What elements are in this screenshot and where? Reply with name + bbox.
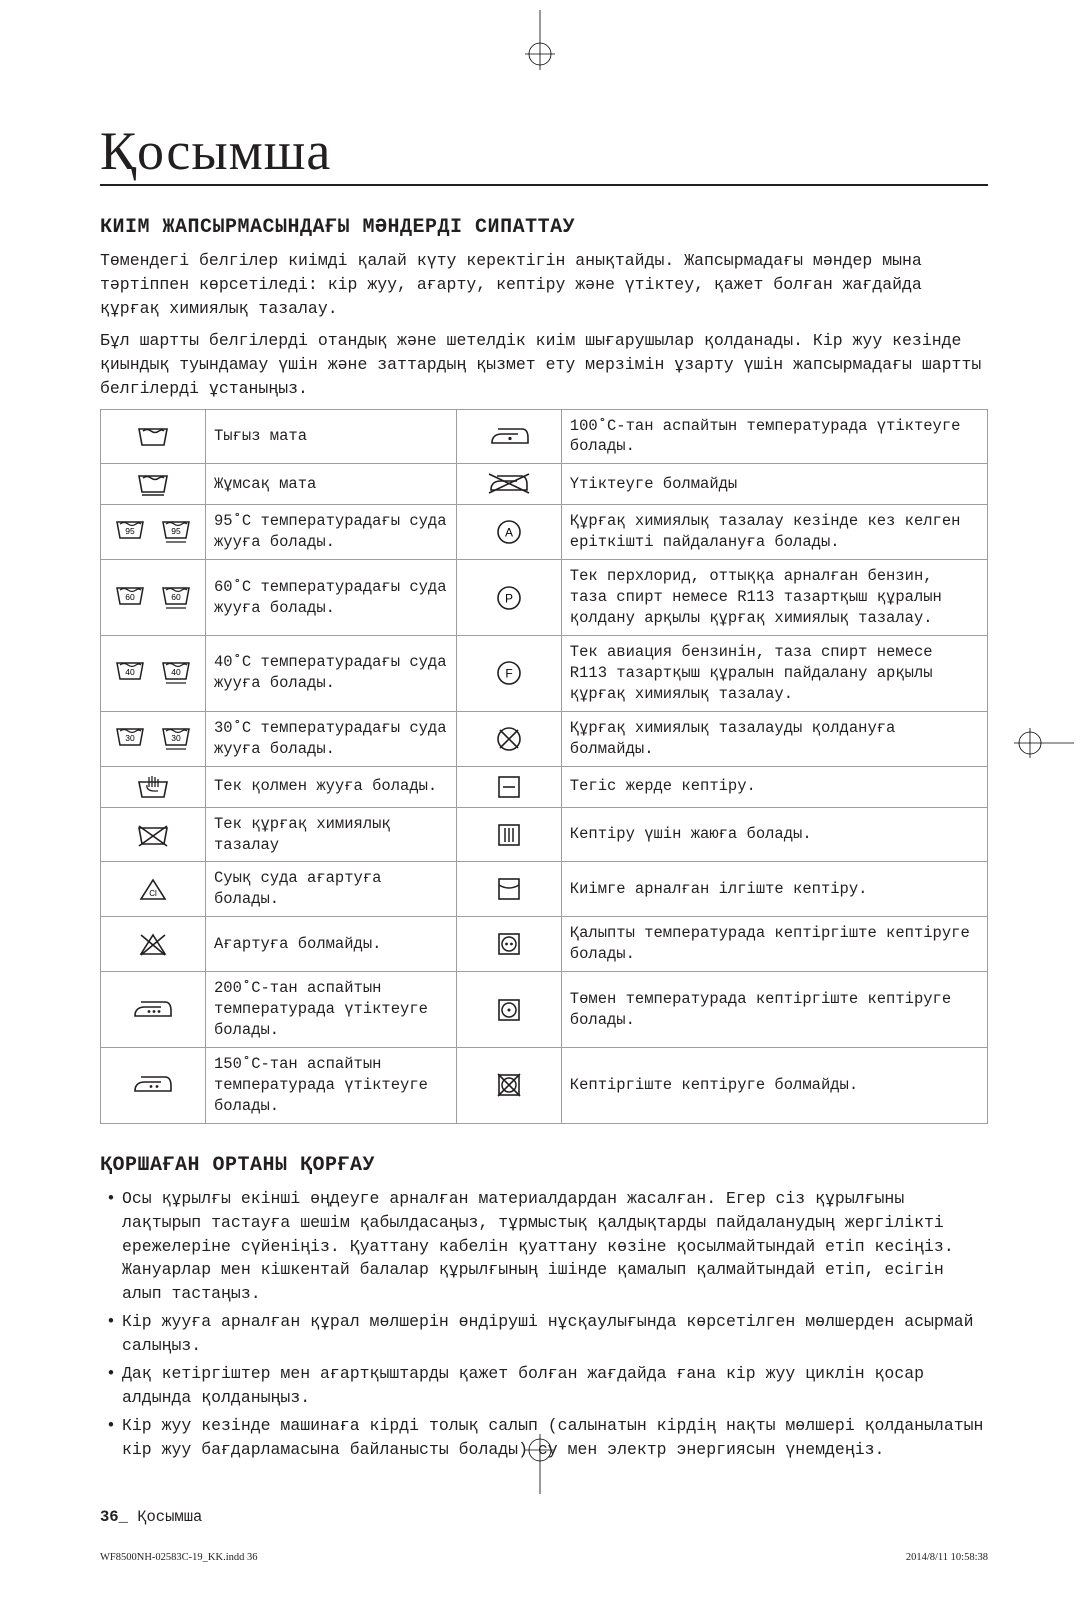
cell-wash-30: 30˚C температурадағы суда жууға болады.	[206, 711, 457, 766]
document-meta-line: WF8500NH-02583C-19_KK.indd 36 2014/8/11 …	[100, 1552, 988, 1563]
dry-flat-icon	[495, 773, 523, 801]
doc-meta-filename: WF8500NH-02583C-19_KK.indd 36	[100, 1552, 258, 1563]
cell-delicate-fabric: Жұмсақ мата	[206, 464, 457, 505]
svg-text:Cl: Cl	[149, 889, 157, 898]
wash-30-delicate-icon: 30	[160, 724, 192, 754]
cell-iron-100: 100˚C-тан аспайтын температурада үтіктеу…	[561, 409, 987, 464]
wash-tub-delicate-icon	[136, 470, 170, 498]
iron-high-icon	[131, 997, 175, 1023]
svg-text:60: 60	[171, 592, 181, 602]
env-bullet-2: Кір жууға арналған құрал мөлшерін өндіру…	[100, 1310, 988, 1358]
dryclean-p-icon: P	[495, 584, 523, 612]
env-bullet-3: Дақ кетіргіштер мен ағартқыштарды қажет …	[100, 1362, 988, 1410]
tumble-dry-no-icon	[495, 1071, 523, 1099]
wash-95-delicate-icon: 95	[160, 517, 192, 547]
section-care-labels: КИІМ ЖАПСЫРМАСЫНДАҒЫ МӘНДЕРДІ СИПАТТАУ	[100, 216, 988, 239]
doc-meta-timestamp: 2014/8/11 10:58:38	[906, 1552, 988, 1563]
intro-paragraph-1: Төмендегі белгілер киімді қалай күту кер…	[100, 249, 988, 321]
dryclean-a-icon: A	[495, 518, 523, 546]
cell-tumble-low: Төмен температурада кептіргіште кептіруг…	[561, 972, 987, 1048]
svg-text:40: 40	[125, 667, 135, 677]
intro-paragraph-2: Бұл шартты белгілерді отандық және шетел…	[100, 329, 988, 401]
svg-text:40: 40	[171, 667, 181, 677]
cell-sturdy-fabric: Тығыз мата	[206, 409, 457, 464]
env-bullet-4: Кір жуу кезінде машинаға кірді толық сал…	[100, 1414, 988, 1462]
cell-wash-60: 60˚C температурадағы суда жууға болады.	[206, 560, 457, 636]
wash-no-icon	[136, 822, 170, 848]
svg-text:95: 95	[125, 526, 135, 536]
wash-60-delicate-icon: 60	[160, 583, 192, 613]
iron-low-icon	[488, 424, 530, 448]
cell-dry-flat: Тегіс жерде кептіру.	[561, 766, 987, 807]
wash-40-icon: 40	[114, 658, 146, 686]
page-footer: 36_ Қосымша	[100, 1508, 988, 1526]
drip-dry-icon	[495, 821, 523, 849]
cell-dryclean-only: Тек құрғақ химиялық тазалау	[206, 807, 457, 862]
cell-no-iron: Үтіктеуге болмайды	[561, 464, 987, 505]
bleach-no-icon	[138, 931, 168, 957]
page-number: 36_	[100, 1508, 128, 1526]
cell-drip-dry: Кептіру үшін жаюға болады.	[561, 807, 987, 862]
cell-dryclean-any: Құрғақ химиялық тазалау кезінде кез келг…	[561, 505, 987, 560]
tumble-dry-normal-icon	[495, 930, 523, 958]
bleach-icon: Cl	[138, 876, 168, 902]
cell-iron-200: 200˚C-тан аспайтын температурада үтіктеу…	[206, 972, 457, 1048]
cell-hang-dry: Киімге арналған ілгіште кептіру.	[561, 862, 987, 917]
cell-hand-wash: Тек қолмен жууға болады.	[206, 766, 457, 807]
footer-section-name: Қосымша	[128, 1508, 202, 1526]
care-symbols-table: Тығыз мата 100˚C-тан аспайтын температур…	[100, 409, 988, 1124]
environment-list: Осы құрылғы екінші өңдеуге арналған мате…	[100, 1187, 988, 1462]
cell-dryclean-f: Тек авиация бензинін, таза спирт немесе …	[561, 635, 987, 711]
cell-wash-95: 95˚C температурадағы суда жууға болады.	[206, 505, 457, 560]
dryclean-no-icon	[495, 725, 523, 753]
cell-iron-150: 150˚C-тан аспайтын температурада үтіктеу…	[206, 1047, 457, 1123]
cell-tumble-normal: Қалыпты температурада кептіргіште кептір…	[561, 917, 987, 972]
svg-text:30: 30	[171, 733, 181, 743]
wash-60-icon: 60	[114, 583, 146, 611]
svg-text:30: 30	[125, 733, 135, 743]
svg-text:95: 95	[171, 526, 181, 536]
hand-wash-icon	[136, 774, 170, 800]
cell-no-dryclean: Құрғақ химиялық тазалауды қолдануға болм…	[561, 711, 987, 766]
cell-no-bleach: Ағартуға болмайды.	[206, 917, 457, 972]
wash-30-icon: 30	[114, 724, 146, 752]
cell-no-tumble: Кептіргіште кептіруге болмайды.	[561, 1047, 987, 1123]
dryclean-f-icon: F	[495, 659, 523, 687]
wash-tub-sturdy-icon	[136, 423, 170, 449]
page-title: Қосымша	[100, 120, 988, 186]
cell-dryclean-p: Тек перхлорид, оттыққа арналған бензин, …	[561, 560, 987, 636]
section-environment: ҚОРШАҒАН ОРТАНЫ ҚОРҒАУ	[100, 1154, 988, 1177]
hang-dry-icon	[495, 875, 523, 903]
cell-bleach-ok: Суық суда ағартуға болады.	[206, 862, 457, 917]
cell-wash-40: 40˚C температурадағы суда жууға болады.	[206, 635, 457, 711]
wash-95-icon: 95	[114, 517, 146, 545]
svg-text:A: A	[505, 526, 513, 540]
svg-text:F: F	[505, 667, 512, 681]
iron-medium-icon	[131, 1072, 175, 1098]
svg-text:60: 60	[125, 592, 135, 602]
svg-text:P: P	[505, 591, 513, 605]
tumble-dry-low-icon	[495, 996, 523, 1024]
env-bullet-1: Осы құрылғы екінші өңдеуге арналған мате…	[100, 1187, 988, 1307]
iron-no-icon	[487, 471, 531, 497]
wash-40-delicate-icon: 40	[160, 658, 192, 688]
